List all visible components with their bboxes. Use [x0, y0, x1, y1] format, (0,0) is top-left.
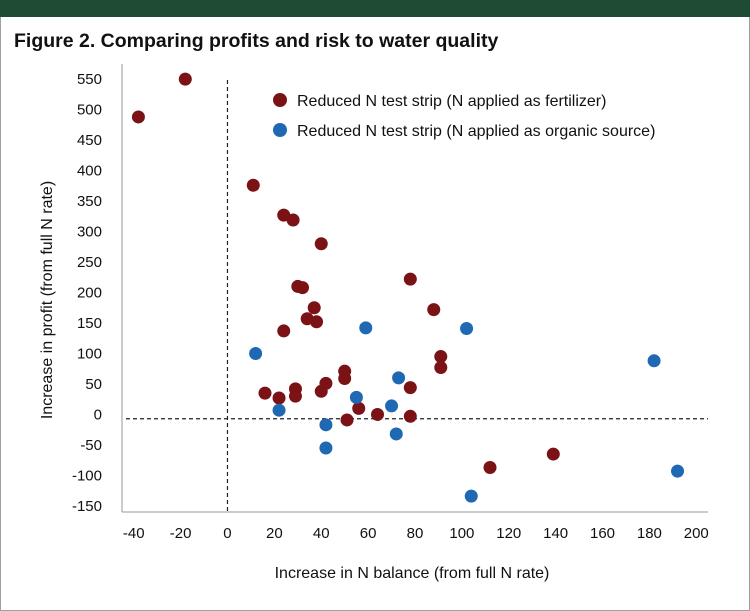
y-tick-label: 550 — [77, 71, 102, 88]
x-tick-label: 0 — [223, 525, 231, 542]
x-tick-label: -20 — [170, 525, 192, 542]
legend: Reduced N test strip (N applied as ferti… — [273, 93, 655, 140]
x-tick-label: 80 — [407, 525, 424, 542]
data-point-fertilizer — [258, 386, 272, 400]
data-point-fertilizer — [288, 389, 302, 403]
x-tick-label: 180 — [637, 525, 662, 542]
data-point-fertilizer — [403, 381, 417, 395]
y-tick-label: 250 — [77, 254, 102, 271]
data-point-fertilizer — [178, 72, 192, 86]
x-tick-label: 200 — [684, 525, 709, 542]
y-tick-label: 300 — [77, 224, 102, 241]
y-tick-label: 100 — [77, 345, 102, 362]
data-point-fertilizer — [295, 281, 309, 295]
data-point-fertilizer — [286, 213, 300, 227]
x-tick-label: 160 — [590, 525, 615, 542]
y-axis-title: Increase in profit (from full N rate) — [39, 181, 56, 419]
y-tick-label: -50 — [80, 437, 102, 454]
data-point-organic — [272, 403, 286, 417]
data-point-organic — [385, 399, 399, 413]
x-tick-label: 100 — [449, 525, 474, 542]
y-tick-label: 350 — [77, 193, 102, 210]
data-point-fertilizer — [434, 350, 448, 364]
y-tick-label: 0 — [94, 406, 102, 423]
data-point-organic — [249, 346, 263, 360]
x-axis-title: Increase in N balance (from full N rate) — [275, 565, 550, 582]
data-point-fertilizer — [352, 401, 366, 415]
data-point-organic — [349, 390, 363, 404]
y-tick-label: 500 — [77, 102, 102, 119]
data-point-organic — [319, 441, 333, 455]
legend-label-fertilizer: Reduced N test strip (N applied as ferti… — [297, 93, 606, 110]
x-tick-label: 60 — [360, 525, 377, 542]
data-point-organic — [464, 489, 478, 503]
legend-marker-organic — [273, 123, 287, 137]
header-bar — [0, 0, 750, 17]
data-point-fertilizer — [340, 413, 354, 427]
y-tick-label: -100 — [72, 467, 102, 484]
data-point-fertilizer — [546, 447, 560, 461]
data-point-fertilizer — [300, 312, 314, 326]
data-point-fertilizer — [434, 361, 448, 375]
y-tick-label: 150 — [77, 315, 102, 332]
y-tick-label: 450 — [77, 132, 102, 149]
data-point-fertilizer — [131, 110, 145, 124]
y-tick-label: -150 — [72, 498, 102, 515]
data-point-fertilizer — [246, 178, 260, 192]
legend-marker-fertilizer — [273, 93, 287, 107]
data-point-fertilizer — [277, 324, 291, 338]
data-point-organic — [359, 321, 373, 335]
figure-title: Figure 2. Comparing profits and risk to … — [14, 30, 499, 52]
data-point-organic — [319, 418, 333, 432]
data-point-organic — [460, 321, 474, 335]
data-point-fertilizer — [272, 391, 286, 405]
y-tick-label: 200 — [77, 285, 102, 302]
data-point-fertilizer — [314, 384, 328, 398]
data-point-fertilizer — [483, 460, 497, 474]
data-point-organic — [647, 354, 661, 368]
x-tick-label: 40 — [313, 525, 330, 542]
y-tick-label: 50 — [85, 376, 102, 393]
data-point-fertilizer — [338, 371, 352, 385]
data-point-fertilizer — [427, 303, 441, 317]
data-point-organic — [389, 427, 403, 441]
data-point-fertilizer — [403, 409, 417, 423]
data-point-organic — [392, 371, 406, 385]
x-tick-label: 20 — [266, 525, 283, 542]
data-point-fertilizer — [403, 272, 417, 286]
y-tick-label: 400 — [77, 163, 102, 180]
data-point-fertilizer — [307, 301, 321, 315]
legend-label-organic: Reduced N test strip (N applied as organ… — [297, 123, 655, 140]
data-point-fertilizer — [370, 407, 384, 421]
x-tick-label: 140 — [543, 525, 568, 542]
x-tick-label: -40 — [123, 525, 145, 542]
x-tick-label: 120 — [496, 525, 521, 542]
data-point-organic — [671, 464, 685, 478]
data-point-fertilizer — [314, 237, 328, 251]
